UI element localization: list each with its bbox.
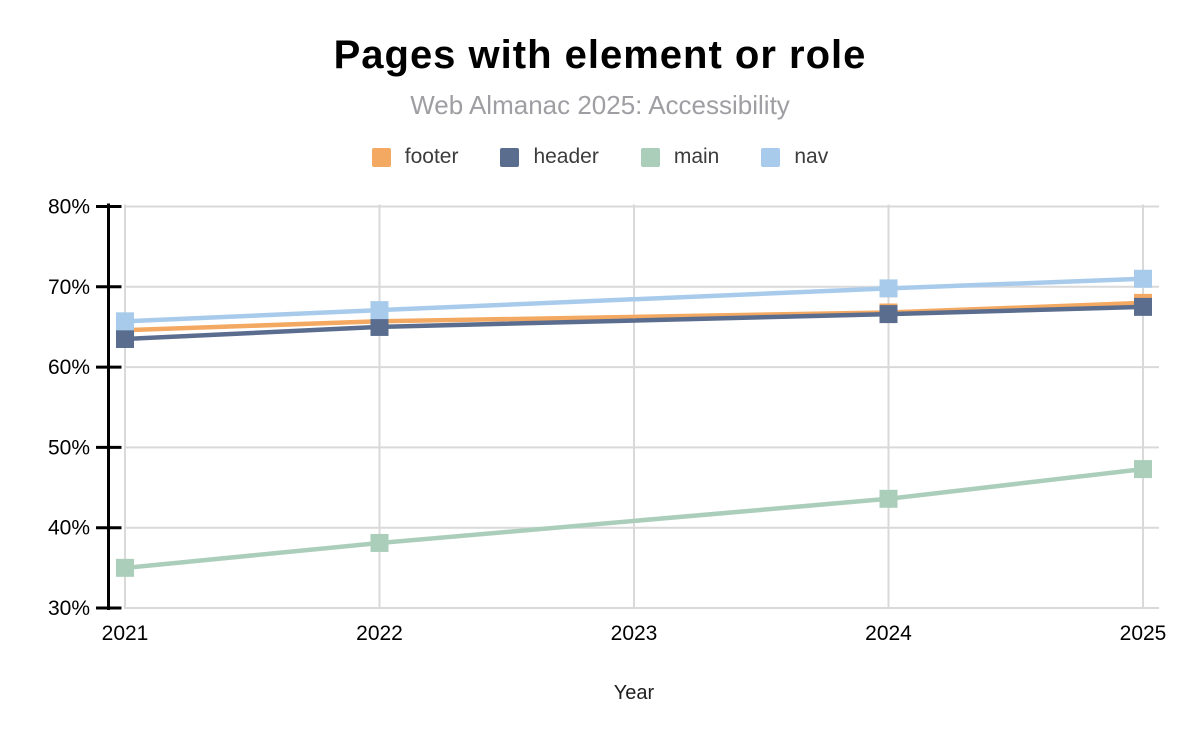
legend-label-footer: footer [404,145,459,168]
legend-swatch-main [640,147,660,167]
legend-swatch-nav [761,147,781,167]
x-tick-label: 2025 [1120,622,1167,645]
legend-item-footer: footer [371,145,459,169]
series-marker-header [370,317,389,336]
series-marker-main [370,533,389,552]
series-marker-header [879,305,898,324]
y-tick-label: 50% [48,436,90,459]
y-tick-label: 70% [48,276,90,299]
x-tick-label: 2023 [611,622,658,645]
series-marker-header [116,329,134,348]
x-tick-label: 2021 [102,622,149,645]
y-tick-label: 30% [48,597,90,620]
legend-item-nav: nav [761,145,828,169]
series-marker-nav [370,301,389,320]
y-tick-label: 60% [48,356,90,379]
series-marker-main [879,489,898,508]
x-tick-label: 2024 [865,622,912,645]
legend-label-main: main [673,145,720,168]
legend-item-header: header [500,145,599,169]
series-line-nav [124,276,1144,324]
legend-label-header: header [533,145,599,168]
chart-subtitle: Web Almanac 2025: Accessibility [410,90,790,120]
legend-item-main: main [640,145,720,169]
legend-label-nav: nav [794,145,829,168]
series-marker-main [116,558,134,577]
series-line-main [124,466,1144,571]
series-marker-header [1134,297,1152,316]
series-line-footer [124,300,1144,333]
series-marker-nav [879,279,898,298]
chart-title: Pages with element or role [333,33,867,77]
series-line-header [124,304,1144,342]
y-tick-label: 80% [48,196,90,219]
y-tick-label: 40% [48,517,90,540]
series-marker-main [1134,460,1152,479]
x-tick-label: 2022 [356,622,403,645]
series-marker-nav [1134,269,1152,288]
x-axis-title: Year [614,682,655,704]
series-marker-nav [116,312,134,331]
legend-swatch-header [500,147,520,167]
chart-legend: footer header main nav [0,145,1200,169]
legend-swatch-footer [371,147,391,167]
